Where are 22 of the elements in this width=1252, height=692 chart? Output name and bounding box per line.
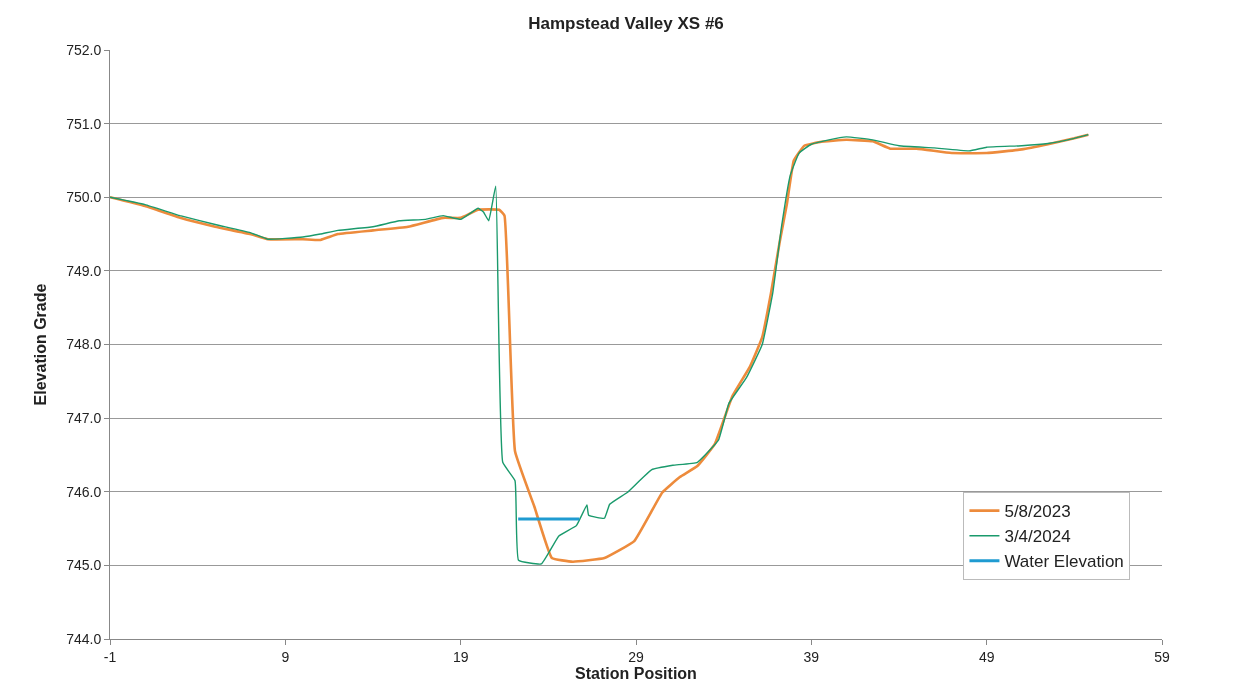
- x-tick-label: 19: [452, 648, 469, 665]
- y-tick-label: 750.0: [66, 189, 102, 206]
- legend-label: 5/8/2023: [1004, 502, 1071, 522]
- x-tick-label: 29: [628, 648, 644, 665]
- x-tick-label: 39: [803, 648, 820, 665]
- y-tick-label: 746.0: [66, 483, 102, 500]
- legend-label: 3/4/2024: [1004, 527, 1071, 547]
- chart-title: Hampstead Valley XS #6: [528, 14, 724, 34]
- x-tick-label: 49: [978, 648, 995, 665]
- y-tick-label: 744.0: [66, 630, 102, 647]
- y-tick-label: 748.0: [66, 336, 102, 353]
- y-tick-label: 749.0: [66, 262, 102, 279]
- x-axis-title: Station Position: [575, 665, 697, 683]
- x-tick-label: 9: [281, 648, 290, 665]
- x-tick-label: 59: [1154, 648, 1170, 665]
- y-axis-title: Elevation Grade: [32, 283, 50, 406]
- x-tick-label: -1: [103, 648, 117, 665]
- y-tick-label: 747.0: [66, 410, 102, 427]
- y-tick-label: 752.0: [66, 41, 102, 58]
- y-tick-label: 751.0: [66, 115, 102, 132]
- y-tick-label: 745.0: [66, 557, 102, 574]
- legend-label: Water Elevation: [1004, 552, 1124, 572]
